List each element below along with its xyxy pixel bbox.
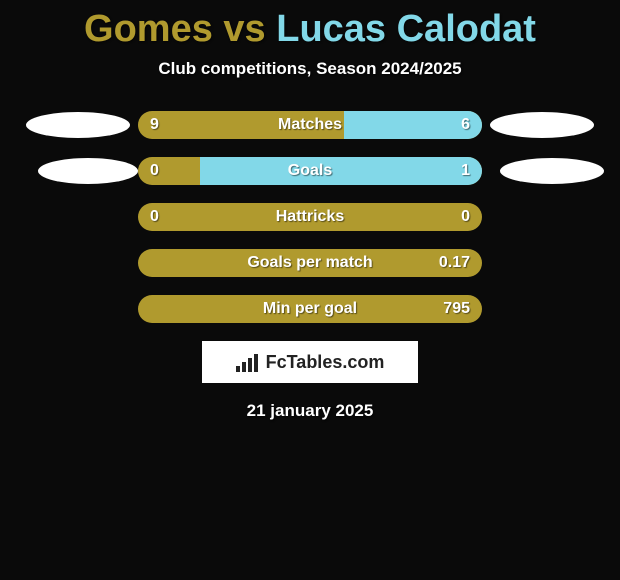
player1-pill	[26, 112, 130, 138]
stat-row: 0 0Hattricks	[0, 203, 620, 231]
stat-label: Hattricks	[138, 203, 482, 231]
player2-name: Lucas Calodat	[276, 8, 536, 50]
pill-slot-left	[18, 112, 138, 138]
bar-seg-right	[344, 111, 482, 139]
stat-label: Goals per match	[138, 249, 482, 277]
stat-value-right: 0	[461, 203, 470, 231]
brand-text: FcTables.com	[266, 352, 385, 373]
stat-bar: 0.17Goals per match	[138, 249, 482, 277]
player2-pill	[490, 112, 594, 138]
pill-slot-right	[482, 158, 602, 184]
player1-pill	[38, 158, 138, 184]
stat-value-left: 9	[150, 111, 159, 139]
stat-row: 795Min per goal	[0, 295, 620, 323]
title-vs: vs	[213, 8, 276, 50]
bars-icon	[236, 352, 260, 372]
stat-value-left: 0	[150, 203, 159, 231]
stat-row: 01Goals	[0, 157, 620, 185]
bar-seg-right	[200, 157, 482, 185]
brand-badge: FcTables.com	[202, 341, 418, 383]
stat-row: 0.17Goals per match	[0, 249, 620, 277]
pill-slot-right	[482, 112, 602, 138]
stat-bar: 96Matches	[138, 111, 482, 139]
stat-bar: 01Goals	[138, 157, 482, 185]
stat-value-right: 795	[443, 295, 470, 323]
stat-bar: 795Min per goal	[138, 295, 482, 323]
stat-row: 96Matches	[0, 111, 620, 139]
player1-name: Gomes	[84, 8, 213, 50]
player2-pill	[500, 158, 604, 184]
date-label: 21 january 2025	[0, 401, 620, 421]
stat-bar: 0 0Hattricks	[138, 203, 482, 231]
comparison-title: Gomes vs Lucas Calodat	[0, 0, 620, 51]
stat-value-right: 0.17	[439, 249, 470, 277]
stat-value-left: 0	[150, 157, 159, 185]
stat-rows: 96Matches01Goals00Hattricks0.17Goals per…	[0, 111, 620, 323]
subtitle: Club competitions, Season 2024/2025	[0, 59, 620, 79]
stat-label: Min per goal	[138, 295, 482, 323]
pill-slot-left	[18, 158, 138, 184]
